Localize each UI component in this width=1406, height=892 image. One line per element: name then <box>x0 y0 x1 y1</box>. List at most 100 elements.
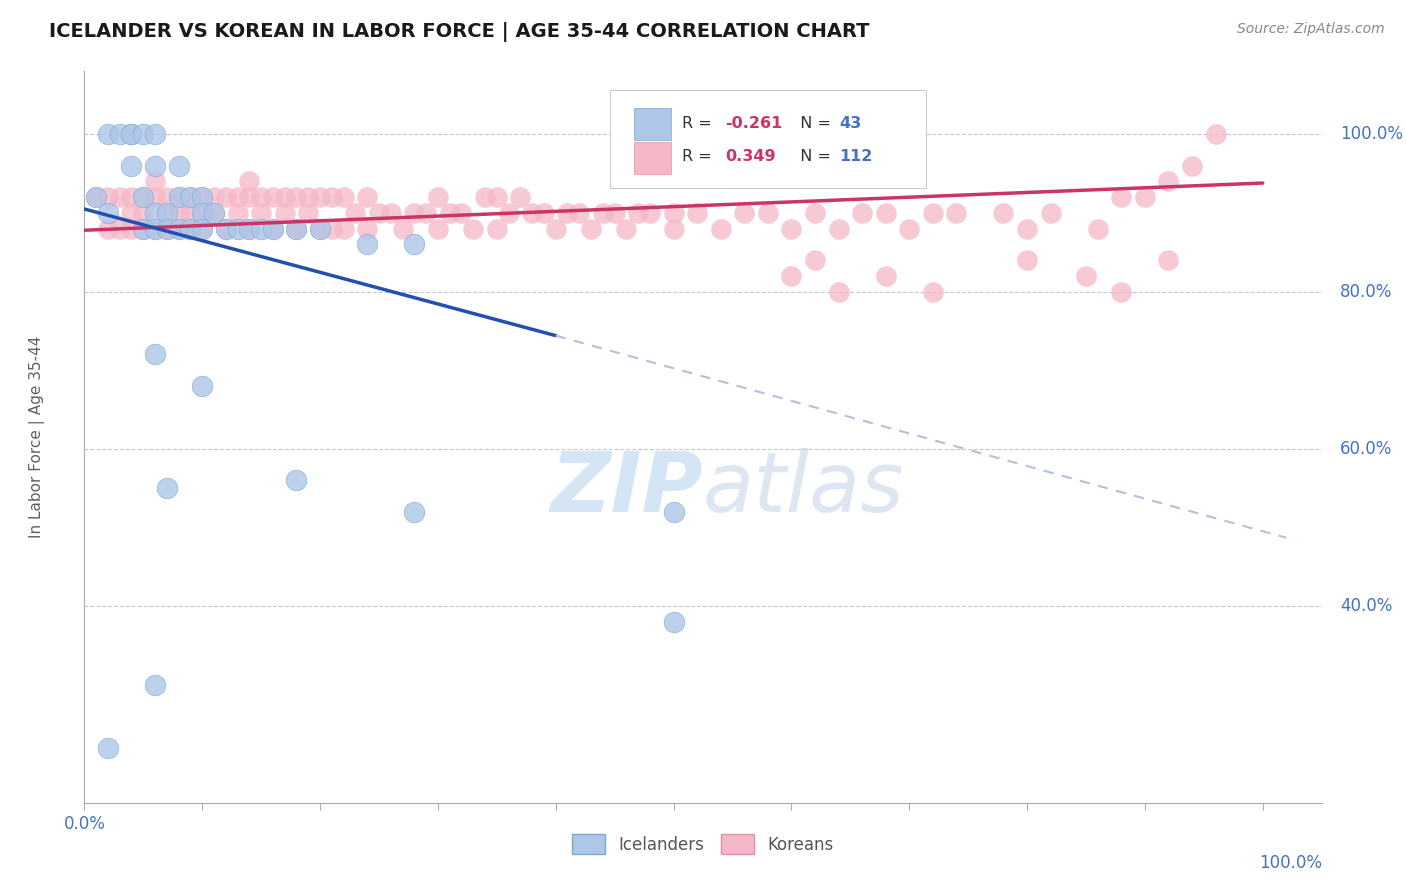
Point <box>285 473 308 487</box>
Point <box>568 206 591 220</box>
Point <box>485 221 508 235</box>
Point <box>273 190 295 204</box>
Point <box>191 190 214 204</box>
Point <box>309 221 332 235</box>
Point <box>662 505 685 519</box>
Text: atlas: atlas <box>703 448 904 529</box>
Point <box>827 285 849 299</box>
Text: ICELANDER VS KOREAN IN LABOR FORCE | AGE 35-44 CORRELATION CHART: ICELANDER VS KOREAN IN LABOR FORCE | AGE… <box>49 22 870 42</box>
Point <box>238 174 260 188</box>
Point <box>1133 190 1156 204</box>
Point <box>191 379 214 393</box>
Point <box>439 206 461 220</box>
Point <box>167 159 190 173</box>
Point <box>167 190 190 204</box>
Point <box>143 678 166 692</box>
Point <box>143 221 166 235</box>
Point <box>380 206 402 220</box>
Point <box>143 174 166 188</box>
Point <box>191 190 214 204</box>
Point <box>202 206 225 220</box>
Point <box>108 221 131 235</box>
Text: In Labor Force | Age 35-44: In Labor Force | Age 35-44 <box>30 336 45 538</box>
Point <box>226 190 249 204</box>
Point <box>262 221 284 235</box>
Point <box>1111 190 1133 204</box>
Point <box>1111 285 1133 299</box>
Point <box>156 221 179 235</box>
Point <box>202 206 225 220</box>
Point <box>143 128 166 142</box>
Point <box>97 740 120 755</box>
Point <box>121 190 143 204</box>
Point <box>898 221 921 235</box>
Text: 100.0%: 100.0% <box>1258 854 1322 872</box>
Point <box>262 190 284 204</box>
Point <box>143 190 166 204</box>
Point <box>132 190 155 204</box>
FancyBboxPatch shape <box>634 108 671 140</box>
Point <box>332 190 354 204</box>
Text: 43: 43 <box>839 116 862 131</box>
Point <box>238 221 260 235</box>
Point <box>463 221 485 235</box>
Point <box>97 128 120 142</box>
Point <box>108 128 131 142</box>
Point <box>332 221 354 235</box>
Point <box>250 206 273 220</box>
Point <box>356 221 378 235</box>
Point <box>143 206 166 220</box>
Point <box>132 206 155 220</box>
Point <box>344 206 367 220</box>
Point <box>156 481 179 495</box>
Point <box>215 221 238 235</box>
Point <box>616 221 638 235</box>
Point <box>132 190 155 204</box>
Point <box>368 206 391 220</box>
Point <box>167 221 190 235</box>
Point <box>202 190 225 204</box>
Text: 112: 112 <box>839 150 873 164</box>
Point <box>215 221 238 235</box>
Text: -0.261: -0.261 <box>725 116 783 131</box>
Point <box>733 206 755 220</box>
Point <box>143 159 166 173</box>
Point <box>321 190 343 204</box>
Point <box>262 221 284 235</box>
Point <box>474 190 496 204</box>
Point <box>156 190 179 204</box>
Text: N =: N = <box>790 116 835 131</box>
Text: N =: N = <box>790 150 835 164</box>
Point <box>875 206 897 220</box>
Point <box>945 206 967 220</box>
Point <box>156 221 179 235</box>
Point <box>686 206 709 220</box>
Point <box>179 206 201 220</box>
Point <box>391 221 413 235</box>
Point <box>143 347 166 361</box>
Point <box>167 206 190 220</box>
Point <box>167 190 190 204</box>
Point <box>1181 159 1204 173</box>
Point <box>1205 128 1227 142</box>
Point <box>250 190 273 204</box>
Point <box>827 221 849 235</box>
Point <box>356 190 378 204</box>
Point <box>557 206 579 220</box>
Point <box>1074 268 1097 283</box>
Point <box>756 206 779 220</box>
Point <box>191 206 214 220</box>
Text: R =: R = <box>682 116 717 131</box>
Point <box>921 285 943 299</box>
Point <box>780 268 803 283</box>
Point <box>84 190 107 204</box>
Point <box>804 253 827 268</box>
Point <box>108 190 131 204</box>
Point <box>592 206 614 220</box>
Point <box>179 190 201 204</box>
Point <box>121 221 143 235</box>
Text: Source: ZipAtlas.com: Source: ZipAtlas.com <box>1237 22 1385 37</box>
Point <box>498 206 520 220</box>
Point <box>662 206 685 220</box>
Point <box>921 206 943 220</box>
